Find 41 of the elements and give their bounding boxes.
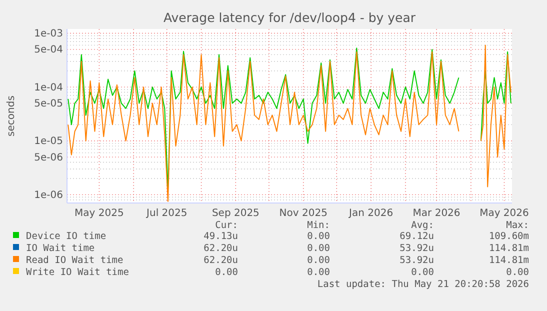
- legend-label: Write IO Wait time: [26, 267, 130, 278]
- x-tick-label: May 2025: [74, 208, 124, 220]
- y-tick-label: 1e-05: [34, 136, 63, 148]
- text: Avg:: [411, 220, 434, 231]
- legend-label: Device IO time: [26, 231, 106, 242]
- text: 114.81m: [488, 255, 530, 266]
- text: 0.00: [307, 231, 330, 242]
- text: 109.60m: [488, 231, 530, 242]
- y-tick-label: 1e-06: [34, 190, 63, 201]
- text: 0.00: [307, 255, 330, 266]
- text: 0.00: [307, 267, 330, 278]
- legend-label: Read IO Wait time: [26, 255, 124, 266]
- text: 0.00: [215, 267, 238, 278]
- x-tick-label: Nov 2025: [279, 208, 328, 220]
- text: Max:: [506, 220, 529, 231]
- text: 0.00: [506, 267, 530, 278]
- text: 0.00: [307, 243, 330, 254]
- chart-title: Average latency for /dev/loop4 - by year: [163, 10, 416, 25]
- legend-label: IO Wait time: [26, 243, 95, 254]
- text: Cur:: [215, 220, 238, 231]
- y-tick-label: 5e-05: [34, 98, 63, 110]
- y-tick-label: 5e-06: [34, 152, 63, 164]
- text: 49.13u: [204, 231, 238, 242]
- text: 114.81m: [488, 243, 530, 254]
- text: 62.20u: [204, 255, 238, 266]
- x-tick-label: Mar 2026: [412, 208, 460, 220]
- x-tick-label: Sep 2025: [212, 208, 260, 220]
- text: Min:: [307, 220, 330, 231]
- y-tick-label: 1e-03: [34, 28, 63, 40]
- text: 62.20u: [204, 243, 238, 254]
- text: Last update: Thu May 21 20:20:58 2026: [317, 279, 530, 290]
- y-tick-label: 5e-04: [34, 44, 63, 56]
- x-tick-label: May 2026: [480, 208, 529, 220]
- text: 53.92u: [400, 243, 434, 254]
- text: 53.92u: [400, 255, 434, 266]
- x-tick-label: Jul 2025: [146, 208, 188, 220]
- text: 69.12u: [400, 231, 434, 242]
- y-tick-label: 1e-04: [34, 82, 63, 94]
- text: 0.00: [411, 267, 434, 278]
- x-tick-label: Jan 2026: [348, 208, 394, 220]
- y-axis-title: seconds: [6, 96, 17, 136]
